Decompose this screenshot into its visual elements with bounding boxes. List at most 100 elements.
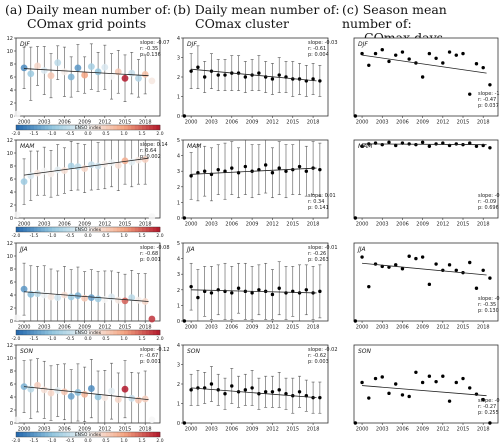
stat-p-a-jja: p: 0.001 (140, 257, 161, 263)
data-point-c-jja (407, 254, 411, 258)
xtick-label-c-son: 2009 (416, 427, 429, 433)
ytick-label-a-jja: 4 (10, 293, 13, 299)
xtick-label-a-djf: 2018 (139, 120, 152, 126)
data-point-a-mam (128, 158, 136, 166)
colorbar-tick-a-djf: -1.0 (48, 131, 57, 137)
stat-p-b-mam: p: 0.141 (308, 205, 329, 211)
ytick-label-b-djf: 3 (177, 56, 180, 62)
colorbar-segment-a-son (52, 432, 56, 437)
xtick-label-b-son: 2009 (246, 427, 259, 433)
data-point-a-mam (67, 162, 75, 170)
data-point-a-son (61, 388, 68, 396)
data-point-b-jja (297, 291, 302, 295)
season-label-c-son: SON (358, 348, 372, 355)
colorbar-tick-a-jja: -1.0 (48, 336, 57, 342)
data-point-c-jja (394, 263, 398, 267)
colorbar-segment-a-jja (62, 330, 67, 335)
xtick-label-a-son: 2000 (18, 427, 31, 433)
data-point-a-djf (74, 64, 82, 72)
data-point-a-mam (61, 167, 68, 174)
colorbar-tick-a-djf: 1.5 (138, 131, 145, 137)
stat-p-c-jja: p: 0.130 (478, 308, 499, 314)
data-point-b-jja (270, 292, 275, 297)
data-point-b-djf (318, 79, 322, 83)
colorbar-segment-a-jja (73, 330, 78, 335)
xtick-label-c-son: 2015 (457, 427, 470, 433)
colorbar-tick-a-jja: -2.0 (12, 336, 21, 342)
colorbar-segment-a-son (73, 432, 78, 437)
column-b-title-line2: COmax cluster (195, 16, 290, 31)
colorbar-segment-a-djf (116, 125, 121, 130)
xtick-label-a-mam: 2000 (18, 222, 31, 228)
data-point-c-son (353, 421, 358, 425)
xtick-label-c-djf: 2006 (396, 120, 409, 126)
colorbar-segment-a-jja (149, 330, 154, 335)
colorbar-segment-a-mam (152, 227, 157, 232)
data-point-c-djf (400, 50, 405, 54)
data-point-a-jja (108, 293, 115, 301)
xtick-label-b-djf: 2009 (246, 120, 259, 126)
xtick-label-c-djf: 2000 (356, 120, 369, 126)
colorbar-segment-a-jja (52, 330, 56, 335)
colorbar-segment-a-jja (95, 330, 100, 335)
xtick-label-b-son: 2018 (307, 427, 320, 433)
colorbar-segment-a-djf (23, 125, 28, 130)
colorbar-tick-a-son: 1.5 (138, 438, 145, 444)
ytick-label-b-mam: 2 (177, 185, 180, 191)
ytick-label-b-son: 0 (177, 421, 180, 427)
colorbar-segment-a-jja (59, 330, 64, 335)
colorbar-segment-a-jja (120, 330, 125, 335)
data-point-b-mam (318, 167, 322, 172)
data-point-c-son (400, 393, 405, 397)
colorbar-segment-a-jja (152, 330, 157, 335)
xtick-label-a-mam: 2006 (58, 222, 71, 228)
colorbar-segment-a-jja (84, 330, 89, 335)
data-point-a-son (108, 387, 115, 395)
data-point-c-jja (420, 255, 425, 259)
colorbar-segment-a-son (23, 432, 28, 437)
data-point-b-son (209, 382, 214, 386)
data-point-b-jja (236, 286, 241, 290)
colorbar-segment-a-son (152, 432, 157, 437)
colorbar-tick-a-son: -0.5 (66, 438, 75, 444)
xtick-label-b-djf: 2015 (286, 120, 299, 126)
data-point-b-jja (257, 288, 261, 292)
data-point-a-djf (135, 74, 142, 82)
xtick-label-c-djf: 2018 (477, 120, 490, 126)
data-point-c-son (434, 379, 438, 384)
xtick-label-c-mam: 2006 (396, 222, 409, 228)
xtick-label-c-mam: 2009 (416, 222, 429, 228)
stat-r-c-djf: r: -0.47 (478, 97, 496, 103)
data-point-c-djf (353, 114, 358, 118)
colorbar-segment-a-mam (113, 227, 118, 232)
colorbar-segment-a-mam (116, 227, 121, 232)
xtick-label-c-mam: 2018 (477, 222, 490, 228)
data-point-a-djf (13, 110, 21, 118)
xtick-label-c-jja: 2018 (477, 325, 490, 331)
data-point-c-djf (387, 59, 391, 64)
data-point-a-djf (47, 72, 55, 80)
xtick-label-a-son: 2003 (38, 427, 51, 433)
stat-slope-c-mam: slope: -0.05 (478, 193, 500, 199)
colorbar-segment-a-jja (55, 330, 60, 335)
colorbar-segment-a-mam (34, 227, 38, 232)
stat-r-c-son: r: -0.27 (478, 404, 496, 410)
colorbar-tick-a-djf: 2.0 (156, 131, 163, 137)
data-point-a-son (13, 416, 21, 424)
colorbar-segment-a-djf (109, 125, 114, 130)
xtick-label-b-jja: 2012 (266, 325, 279, 331)
ytick-label-b-son: 3 (177, 363, 180, 369)
xtick-label-c-son: 2012 (436, 427, 449, 433)
ytick-label-a-son: 10 (7, 356, 13, 362)
data-point-c-jja (468, 260, 472, 265)
data-point-b-jja (284, 291, 288, 295)
data-point-c-djf (447, 50, 452, 54)
stat-slope-a-djf: slope: -0.07 (140, 40, 170, 46)
colorbar-segment-a-jja (127, 330, 132, 335)
data-point-b-djf (243, 75, 248, 79)
ytick-label-b-jja: 1 (177, 303, 180, 309)
colorbar-segment-a-djf (44, 125, 49, 130)
colorbar-segment-a-son (30, 432, 35, 437)
colorbar-segment-a-djf (48, 125, 53, 130)
data-point-c-son (367, 396, 371, 400)
